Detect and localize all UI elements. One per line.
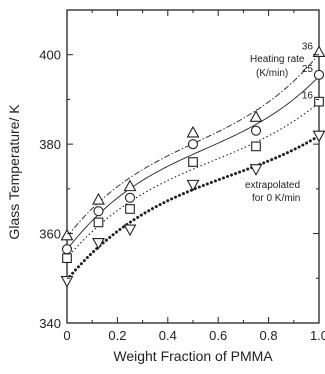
series-rate-label: 16 bbox=[302, 91, 314, 102]
series-rate-label: 25 bbox=[302, 64, 314, 75]
axis-ticks: 0 0.2 0.4 0.6 0.8 1.0 340 360 380 400 bbox=[39, 9, 325, 343]
circle-marker bbox=[313, 69, 325, 80]
y-tick-label: 340 bbox=[39, 316, 61, 331]
fit-curve bbox=[66, 102, 320, 259]
triangle-down-marker bbox=[312, 130, 325, 143]
square-marker bbox=[93, 217, 104, 228]
triangle-up-marker bbox=[249, 110, 263, 122]
triangle-down-marker bbox=[123, 224, 137, 237]
series-rate-label: 36 bbox=[302, 41, 314, 52]
triangle-down-marker bbox=[249, 164, 263, 176]
square-marker bbox=[251, 141, 261, 152]
x-tick-label: 0.4 bbox=[159, 328, 177, 343]
y-axis-title: Glass Temperature/ K bbox=[6, 104, 22, 240]
fit-curve bbox=[65, 134, 321, 282]
circle-marker bbox=[124, 192, 136, 203]
circle-marker bbox=[93, 206, 104, 217]
extrapolated-annotation-line1: extrapolated bbox=[245, 180, 300, 191]
data-markers bbox=[60, 45, 325, 288]
circle-marker bbox=[61, 244, 73, 255]
extrapolated-annotation-line2: for 0 K/min bbox=[252, 193, 300, 204]
x-tick-label: 0.8 bbox=[260, 328, 278, 343]
square-marker bbox=[188, 157, 198, 167]
triangle-down-marker bbox=[186, 179, 200, 192]
square-marker bbox=[125, 204, 135, 214]
circle-marker bbox=[187, 139, 199, 150]
x-tick-label: 0.6 bbox=[209, 328, 227, 343]
x-tick-label: 0 bbox=[63, 328, 70, 343]
y-tick-label: 380 bbox=[39, 137, 61, 152]
y-tick-label: 360 bbox=[39, 227, 61, 242]
x-tick-label: 0.2 bbox=[108, 328, 126, 343]
y-tick-label: 400 bbox=[39, 48, 61, 63]
heating-rate-annotation: Heating rate bbox=[250, 54, 305, 65]
fit-curve bbox=[66, 76, 320, 251]
square-marker bbox=[314, 96, 324, 107]
triangle-up-marker bbox=[186, 125, 200, 138]
fit-curves bbox=[65, 53, 321, 282]
circle-marker bbox=[250, 125, 262, 136]
x-axis-title: Weight Fraction of PMMA bbox=[113, 348, 273, 364]
triangle-up-marker bbox=[312, 45, 325, 58]
triangle-down-marker bbox=[60, 275, 74, 288]
x-tick-label: 1.0 bbox=[310, 328, 325, 343]
series-labels: 36 25 16 bbox=[302, 41, 314, 101]
triangle-up-marker bbox=[60, 228, 74, 241]
triangle-up-marker bbox=[123, 179, 137, 192]
square-marker bbox=[62, 253, 72, 264]
heating-rate-unit-annotation: (K/min) bbox=[256, 68, 288, 79]
triangle-down-marker bbox=[92, 237, 105, 250]
triangle-up-marker bbox=[92, 192, 105, 205]
